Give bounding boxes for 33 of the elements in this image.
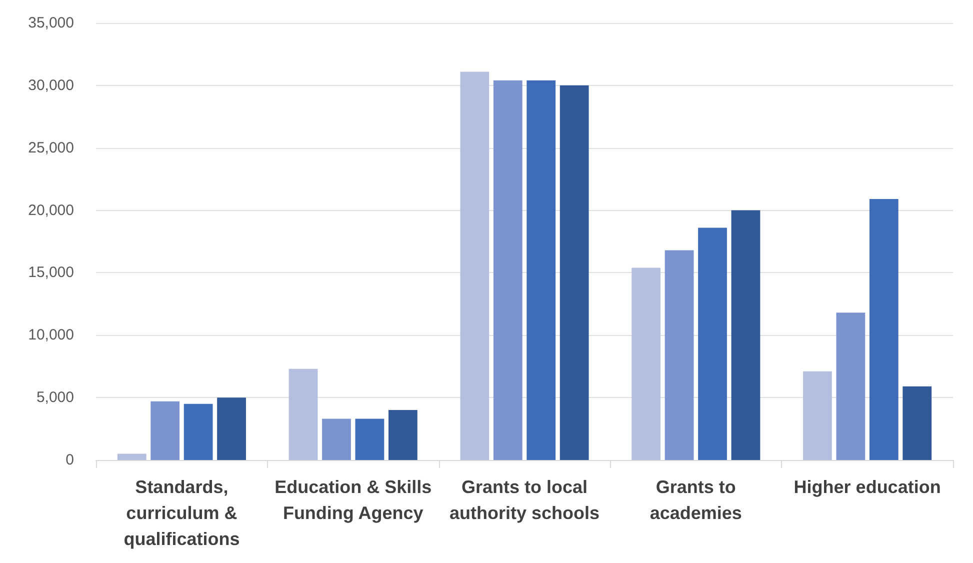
bar	[526, 80, 556, 460]
bar	[560, 85, 589, 460]
x-tick-label: Education & Skills Funding Agency	[274, 477, 432, 523]
y-tick-label: 0	[66, 452, 74, 468]
bar	[355, 418, 384, 460]
bar	[698, 228, 727, 460]
bar	[117, 454, 146, 460]
bar	[150, 401, 180, 460]
bar	[217, 398, 246, 460]
y-tick-label: 25,000	[28, 139, 74, 156]
bar	[460, 72, 490, 460]
bar	[803, 371, 832, 460]
y-tick-label: 30,000	[28, 76, 74, 94]
bar	[184, 404, 213, 460]
x-tick-label: Grants to academies	[650, 477, 742, 523]
bar	[288, 368, 318, 460]
y-tick-label: 35,000	[28, 14, 74, 32]
x-tick-label: Standards, curriculum & qualifications	[124, 477, 240, 549]
bar	[731, 210, 760, 460]
bar	[836, 312, 866, 460]
bar	[388, 410, 418, 460]
bar	[322, 418, 351, 460]
bar	[902, 386, 932, 460]
bar	[632, 268, 661, 460]
y-tick-label: 20,000	[28, 202, 74, 219]
bar	[869, 199, 898, 460]
y-tick-label: 10,000	[28, 326, 74, 344]
y-tick-label: 5,000	[36, 389, 74, 406]
x-tick-label: Grants to local authority schools	[449, 477, 600, 523]
y-tick-label: 15,000	[28, 264, 74, 282]
x-tick-label: Higher education	[794, 477, 941, 497]
bar	[664, 250, 694, 460]
bar	[493, 80, 522, 460]
